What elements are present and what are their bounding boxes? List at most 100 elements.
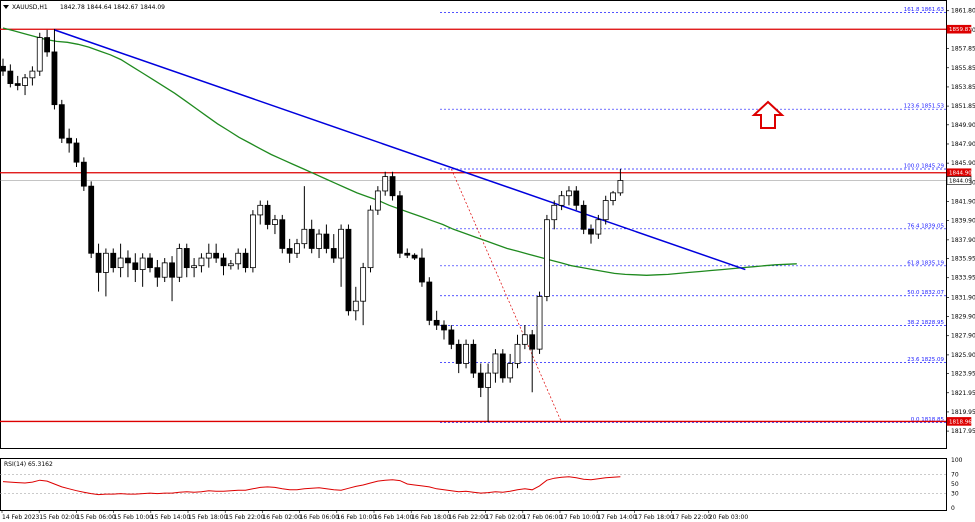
candle-body [294, 243, 300, 254]
y-tick-label: 1861.80 [951, 8, 975, 15]
fib-level-label: 100.0 1845.29 [904, 163, 945, 169]
rsi-tick-label: 70 [951, 471, 959, 478]
y-tick-label: 1831.90 [951, 294, 975, 301]
candle-body [44, 37, 50, 53]
rsi-panel-frame [0, 458, 947, 511]
x-tick-label: 16 Feb 10:00 [337, 514, 377, 521]
candle-body [110, 252, 117, 269]
candle-body [205, 252, 212, 259]
y-tick-label: 1829.90 [951, 314, 975, 321]
x-tick-label: 17 Feb 02:00 [486, 514, 526, 521]
candle-body [433, 319, 440, 326]
y-tick-label: 1835.95 [951, 256, 975, 263]
candle-body [345, 228, 352, 312]
y-tick-label: 1849.90 [951, 122, 975, 129]
candle-body [308, 228, 315, 249]
candle-body [323, 233, 330, 249]
x-tick-label: 17 Feb 06:00 [523, 514, 563, 521]
y-tick-label: 1833.95 [951, 275, 975, 282]
y-tick-label: 1853.85 [951, 84, 975, 91]
candle-body [367, 209, 374, 269]
candle-body [80, 161, 87, 187]
x-tick-label: 14 Feb 2023 [2, 514, 40, 521]
candle-body [36, 37, 43, 72]
candle-body [551, 204, 558, 221]
y-tick-label: 1827.90 [951, 333, 975, 340]
candle-body [0, 65, 6, 72]
x-tick-label: 16 Feb 18:00 [411, 514, 451, 521]
rsi-tick-label: 100 [951, 457, 963, 464]
candle-body [580, 204, 587, 230]
candle-body [448, 329, 455, 345]
x-tick-label: 15 Feb 22:00 [225, 514, 265, 521]
x-tick-label: 16 Feb 14:00 [374, 514, 414, 521]
candle-body [213, 252, 220, 259]
price-tag-box [946, 176, 972, 185]
candle-body [419, 257, 425, 283]
y-tick-label: 1841.90 [951, 198, 975, 205]
x-tick-label: 15 Feb 06:00 [76, 514, 116, 521]
candle-body [272, 219, 278, 225]
fib-level-label: 0.0 1818.85 [911, 417, 945, 423]
candle-body [573, 190, 580, 206]
candle-body [249, 214, 256, 269]
candle-body [352, 300, 359, 312]
y-tick-label: 1847.90 [951, 141, 975, 148]
candle-body [389, 176, 396, 197]
candle-body [66, 137, 73, 144]
candle-body [529, 334, 536, 350]
y-tick-label: 1855.85 [951, 65, 975, 72]
price-tag-box [946, 417, 972, 426]
candle-body [132, 262, 139, 270]
y-tick-label: 1819.95 [951, 409, 975, 416]
candle-body [14, 83, 21, 86]
fib-level-label: 61.8 1835.19 [907, 260, 944, 266]
candle-body [220, 257, 227, 267]
candle-body [316, 233, 322, 249]
price-tag-label: 1818.96 [949, 419, 972, 425]
up-arrow-icon [751, 100, 785, 129]
candle-body [492, 353, 499, 374]
x-tick-label: 17 Feb 14:00 [597, 514, 637, 521]
candle-body [117, 257, 124, 269]
candle-body [536, 296, 543, 350]
fib-level-label: 76.4 1839.05 [907, 223, 944, 229]
x-tick-label: 15 Feb 18:00 [188, 514, 228, 521]
y-tick-label: 1821.95 [951, 390, 975, 397]
fib-level-label: 38.2 1828.95 [907, 320, 944, 326]
candle-body [411, 254, 418, 259]
candle-body [426, 281, 433, 321]
candle-body [617, 180, 624, 194]
candle-body [499, 353, 506, 379]
candle-body [22, 77, 28, 86]
fib-level-label: 50.0 1832.07 [907, 290, 944, 296]
candle-body [463, 343, 469, 364]
candle-body [242, 252, 249, 269]
x-tick-label: 17 Feb 18:00 [634, 514, 674, 521]
candle-body [161, 262, 168, 278]
symbol-label: XAUUSD,H1 [12, 4, 48, 11]
y-tick-label: 1825.90 [951, 352, 975, 359]
candle-body [330, 248, 337, 259]
x-tick-label: 17 Feb 10:00 [560, 514, 600, 521]
candle-body [588, 228, 594, 235]
dropdown-triangle-icon[interactable] [3, 5, 9, 9]
candle-body [279, 219, 286, 249]
rsi-line [2, 476, 621, 496]
candle-body [264, 204, 271, 225]
x-tick-label: 20 Feb 03:00 [709, 514, 749, 521]
candle-body [301, 228, 308, 245]
candle-body [147, 257, 153, 269]
candle-body [374, 190, 381, 211]
x-tick-label: 16 Feb 22:00 [448, 514, 488, 521]
rsi-tick-label: 30 [951, 491, 959, 498]
candle-body [558, 195, 565, 206]
candle-body [176, 248, 183, 278]
y-tick-label: 1823.95 [951, 371, 975, 378]
candle-body [183, 248, 190, 269]
candle-body [602, 200, 609, 221]
candle-body [595, 219, 602, 235]
y-tick-label: 1851.85 [951, 103, 975, 110]
fib-level-label: 161.8 1861.63 [904, 7, 945, 13]
